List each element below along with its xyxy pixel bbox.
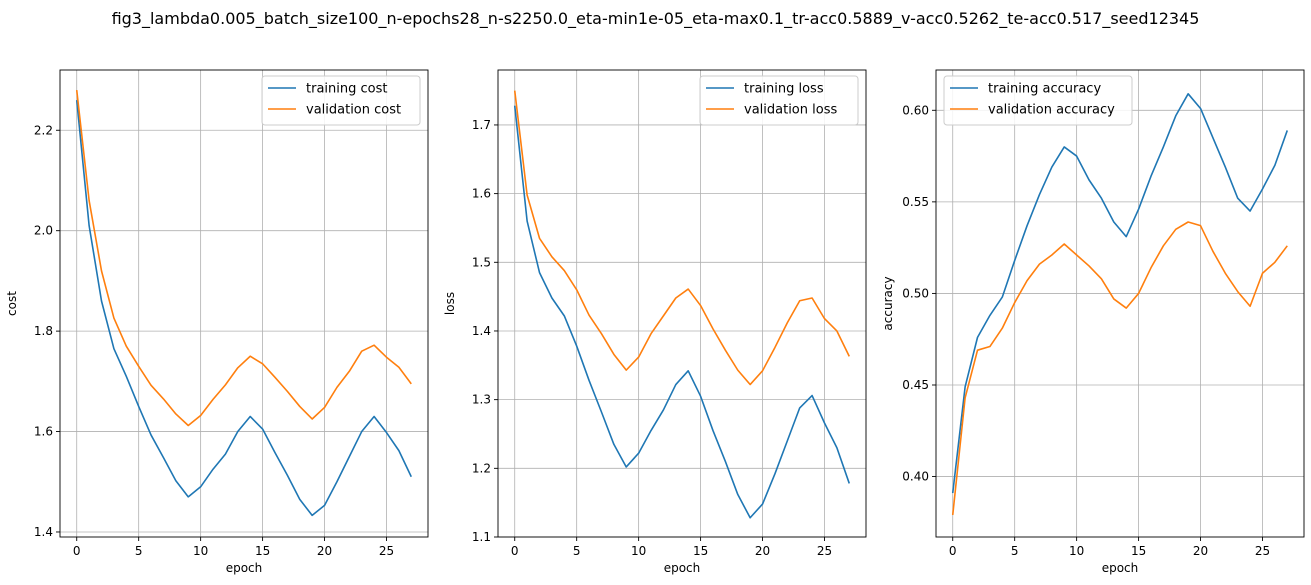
chart-panel-3: 0 5 10 15 20 25 0.40 0.45 0.50 0.55 0.60 epoch accur…	[881, 69, 1305, 575]
x-tick-label: 0	[949, 544, 957, 558]
x-tick-label: 5	[573, 544, 581, 558]
y-tick-label: 0.45	[902, 378, 929, 392]
y-tick-label: 1.2	[472, 461, 491, 475]
x-tick-label: 10	[631, 544, 646, 558]
axes-frame	[59, 69, 429, 538]
chart-panel-2: 0 5 10 15 20 25 1.1 1.2 1.3 1.4 1.5 1.6 1.7 epoch loss…	[443, 69, 867, 575]
series-line-2	[75, 90, 412, 427]
legend-label: training cost	[306, 82, 387, 97]
legend-label: training loss	[744, 82, 824, 97]
legend: training accuracy validation accuracy	[943, 75, 1133, 126]
y-tick-label: 0.55	[902, 195, 929, 209]
x-tick-label: 5	[135, 544, 143, 558]
x-tick-label: 0	[73, 544, 81, 558]
series-line-1	[75, 100, 412, 517]
x-tick-label: 10	[1069, 544, 1084, 558]
x-tick-label: 15	[693, 544, 708, 558]
x-tick-label: 25	[1255, 544, 1270, 558]
legend-label: validation cost	[306, 103, 401, 118]
x-tick-label: 20	[1193, 544, 1208, 558]
x-tick-label: 0	[511, 544, 519, 558]
legend-box	[261, 75, 421, 126]
y-axis-label: loss	[443, 292, 457, 315]
x-axis-label: epoch	[1102, 561, 1139, 575]
y-tick-label: 2.0	[34, 224, 53, 238]
x-tick-label: 5	[1011, 544, 1019, 558]
y-tick-label: 0.50	[902, 286, 929, 300]
x-axis-label: epoch	[226, 561, 263, 575]
series-line-1	[951, 93, 1289, 494]
legend-label: validation loss	[744, 103, 837, 118]
legend: training loss validation loss	[699, 75, 859, 126]
y-tick-label: 0.60	[902, 103, 929, 117]
y-tick-label: 1.4	[472, 324, 491, 338]
x-tick-label: 10	[193, 544, 208, 558]
x-tick-label: 25	[379, 544, 394, 558]
series-line-1	[513, 105, 851, 519]
legend-box	[699, 75, 859, 126]
legend-box	[943, 75, 1133, 126]
y-axis-label: cost	[5, 291, 19, 316]
y-tick-label: 1.5	[472, 255, 491, 269]
y-tick-label: 1.6	[472, 187, 491, 201]
legend-label: training accuracy	[988, 82, 1101, 97]
series-line-2	[513, 90, 850, 386]
x-axis-label: epoch	[664, 561, 701, 575]
y-axis-label: accuracy	[881, 276, 895, 330]
y-tick-label: 0.40	[902, 470, 929, 484]
y-tick-label: 1.7	[472, 118, 491, 132]
x-tick-label: 15	[1131, 544, 1146, 558]
legend-label: validation accuracy	[988, 103, 1115, 118]
series-line-2	[951, 221, 1288, 516]
y-tick-label: 1.4	[34, 525, 53, 539]
x-tick-label: 25	[817, 544, 832, 558]
chart-panel-1: 0 5 10 15 20 25 1.4 1.6 1.8 2.0 2.2 epoch cost traini…	[5, 69, 429, 575]
x-tick-label: 20	[755, 544, 770, 558]
axes-frame	[935, 69, 1305, 538]
x-tick-label: 15	[255, 544, 270, 558]
y-tick-label: 1.3	[472, 393, 491, 407]
y-tick-label: 1.8	[34, 324, 53, 338]
x-tick-label: 20	[317, 544, 332, 558]
y-tick-label: 2.2	[34, 123, 53, 137]
legend: training cost validation cost	[261, 75, 421, 126]
figure-suptitle: fig3_lambda0.005_batch_size100_n-epochs2…	[112, 9, 1200, 29]
axes-frame	[497, 69, 867, 538]
y-tick-label: 1.1	[472, 530, 491, 544]
y-tick-label: 1.6	[34, 425, 53, 439]
